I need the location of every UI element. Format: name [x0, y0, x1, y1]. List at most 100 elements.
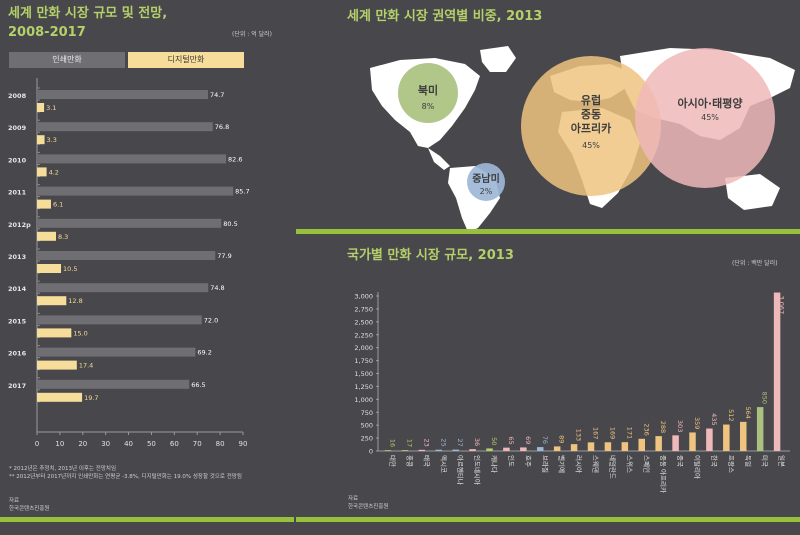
asia-name: 아시아·태평양 — [678, 96, 743, 110]
country-bar — [756, 407, 764, 451]
print-bar — [37, 154, 227, 164]
country-category-label: 홍콩 — [405, 455, 414, 467]
h-category-label: 2015 — [8, 317, 27, 325]
v-tick-label: 750 — [361, 409, 373, 417]
country-value-label: 850 — [761, 392, 769, 404]
country-category-label: 프랑스 — [727, 455, 735, 473]
h-category-label: 2011 — [8, 189, 27, 197]
digital-value-label: 8.3 — [58, 233, 68, 241]
country-bar — [537, 447, 544, 451]
country-bar — [587, 442, 595, 451]
country-source: 자료 한국콘텐츠진흥원 — [348, 495, 388, 511]
digital-value-label: 17.4 — [79, 362, 93, 370]
country-value-label: 50 — [490, 437, 498, 445]
digital-value-label: 3.1 — [46, 104, 56, 112]
country-value-label: 167 — [592, 427, 600, 439]
country-source-text: 한국콘텐츠진흥원 — [348, 504, 389, 510]
print-bar — [37, 379, 190, 389]
h-tick-label: 30 — [101, 440, 110, 448]
country-category-label: 독일 — [744, 455, 753, 467]
h-tick-label: 0 — [35, 440, 39, 448]
country-value-label: 169 — [608, 427, 616, 439]
country-value-label: 27 — [456, 438, 464, 446]
digital-bar — [37, 392, 83, 402]
v-tick-label: 2,250 — [354, 331, 373, 339]
footnote-1: * 2012년은 추정치, 2013년 이후는 전망치임 — [9, 466, 117, 472]
country-value-label: 171 — [625, 427, 633, 439]
h-tick-label: 70 — [193, 440, 202, 448]
h-tick-label: 90 — [239, 440, 248, 448]
v-tick-label: 2,500 — [354, 318, 373, 326]
print-value-label: 69.2 — [197, 349, 211, 357]
country-bar — [486, 448, 493, 451]
legend-digital-label: 디지털만화 — [167, 55, 205, 64]
left-footnotes: * 2012년은 추정치, 2013년 이후는 전망치임 ** 2012년부터 … — [9, 465, 294, 481]
horizontal-bar-chart: 0 10 20 30 40 50 60 70 80 90 2008 74.7 3.1 2009 76.8 3.… — [8, 78, 250, 448]
print-value-label: 77.9 — [217, 252, 231, 260]
country-value-label: 133 — [575, 429, 583, 441]
digital-bar — [37, 296, 67, 306]
country-bar — [384, 450, 392, 451]
europe-pct: 45% — [582, 141, 600, 150]
print-value-label: 82.6 — [228, 155, 242, 163]
country-category-label: 아르헨티나 — [456, 455, 465, 485]
digital-bar — [37, 360, 77, 370]
central-america-land — [428, 148, 450, 170]
print-bar — [37, 283, 209, 293]
country-bar — [469, 449, 476, 451]
country-value-label: 3,067 — [778, 296, 786, 315]
digital-bar — [37, 167, 47, 177]
print-value-label: 80.5 — [223, 220, 237, 228]
map-bottom-rule — [296, 229, 800, 234]
country-category-label: 대만 — [389, 455, 398, 467]
digital-bar — [37, 264, 62, 273]
country-bar — [553, 446, 561, 451]
digital-bar — [37, 103, 45, 112]
v-tick-label: 1,500 — [354, 370, 373, 378]
left-chart-title: 세계 만화 시장 규모 및 전망, 2008-2017 — [8, 4, 167, 42]
digital-bar — [37, 135, 45, 145]
country-value-label: 435 — [710, 413, 718, 425]
country-title: 국가별 만화 시장 규모, 2013 — [347, 248, 514, 263]
oceania-land — [725, 174, 780, 210]
country-value-label: 36 — [473, 438, 481, 446]
country-category-label: 미국 — [761, 455, 770, 467]
country-bar — [570, 444, 578, 451]
print-bar — [37, 90, 208, 99]
country-value-label: 359 — [693, 417, 701, 429]
country-category-label: 태국 — [422, 455, 430, 467]
v-tick-label: 1,750 — [354, 357, 373, 365]
country-category-label: 인도 — [507, 455, 516, 467]
country-bar — [452, 449, 459, 451]
country-category-label: 스웨덴 — [592, 455, 601, 473]
print-bar — [37, 251, 216, 260]
country-bar — [418, 449, 426, 451]
left-title-line2: 2008-2017 — [8, 25, 86, 40]
country-category-label: 스위스 — [625, 455, 633, 473]
country-category-label: 중동 아프리카 — [659, 455, 668, 493]
left-source-text: 한국콘텐츠진흥원 — [9, 506, 50, 512]
country-value-label: 76 — [541, 436, 549, 444]
asia-circle — [635, 48, 775, 188]
h-tick-label: 60 — [170, 440, 179, 448]
europe-name-2: 중동 — [581, 108, 601, 121]
country-unit-label: (단위 : 백만 달러) — [732, 260, 778, 267]
digital-value-label: 6.1 — [53, 201, 63, 209]
greenland-land — [480, 46, 516, 72]
h-tick-label: 50 — [147, 440, 156, 448]
print-value-label: 85.7 — [235, 188, 249, 196]
h-category-label: 2010 — [8, 156, 27, 164]
country-category-label: 이탈리아 — [693, 455, 702, 479]
country-value-label: 16 — [389, 439, 397, 447]
country-value-label: 564 — [744, 406, 752, 418]
country-value-label: 23 — [422, 439, 430, 447]
footnote-2: ** 2012년부터 2017년까지 인쇄만화는 연평균 -3.8%, 디지털만… — [9, 474, 242, 480]
v-tick-label: 250 — [361, 435, 373, 443]
country-value-label: 288 — [659, 421, 667, 433]
europe-name-1: 유럽 — [581, 93, 601, 107]
country-bar — [672, 435, 679, 451]
print-value-label: 76.8 — [215, 123, 229, 131]
v-tick-label: 2,750 — [354, 305, 373, 313]
h-tick-label: 20 — [78, 440, 87, 448]
h-category-label: 2014 — [8, 285, 27, 293]
